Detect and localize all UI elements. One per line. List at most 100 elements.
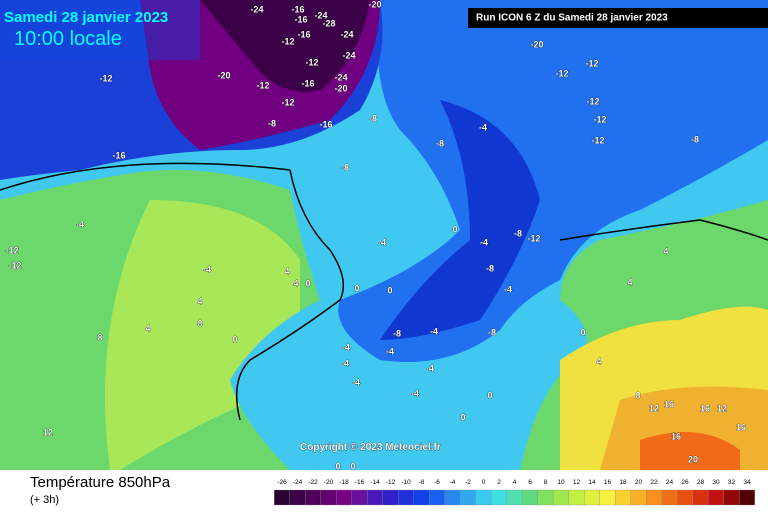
contour-label: -8 [486, 263, 494, 273]
contour-label: -12 [305, 57, 318, 67]
contour-label: 8 [97, 332, 102, 342]
colorbar-swatch [692, 489, 709, 506]
contour-label: 8 [635, 390, 640, 400]
contour-label: -16 [297, 29, 310, 39]
colorbar-label: 6 [528, 479, 532, 486]
contour-label: -16 [291, 4, 304, 14]
contour-label: -12 [281, 97, 294, 107]
contour-label: -8 [369, 113, 377, 123]
contour-label: -12 [527, 233, 540, 243]
colorbar-swatch [553, 489, 569, 506]
colorbar-swatch [646, 489, 662, 506]
contour-label: -20 [530, 39, 543, 49]
colorbar-label: 26 [681, 479, 689, 486]
contour-label: 0 [387, 285, 392, 295]
colorbar-swatch [305, 489, 321, 506]
colorbar-swatch [537, 489, 554, 506]
colorbar-label: 2 [497, 479, 501, 486]
colorbar-label: 18 [619, 479, 627, 486]
contour-label: 0 [350, 461, 355, 471]
colorbar-swatch [429, 489, 445, 506]
map-background [0, 0, 768, 470]
colorbar-swatch [708, 489, 724, 506]
colorbar-swatch [367, 489, 383, 506]
contour-label: -8 [393, 328, 401, 338]
colorbar-swatch [661, 489, 678, 506]
contour-label: -12 [5, 245, 18, 255]
contour-label: -12 [256, 80, 269, 90]
date-label: Samedi 28 janvier 2023 [4, 9, 168, 26]
legend-step: (+ 3h) [30, 494, 59, 506]
contour-label: -24 [314, 10, 327, 20]
colorbar-label: -12 [386, 479, 396, 486]
contour-label: -16 [294, 14, 307, 24]
contour-label: -12 [99, 73, 112, 83]
contour-label: -24 [340, 29, 353, 39]
coastlines [0, 162, 768, 421]
colorbar-swatch [351, 489, 368, 506]
contour-label: -4 [430, 326, 438, 336]
contour-label: -16 [301, 78, 314, 88]
contour-label: -4 [342, 342, 350, 352]
contour-label: -12 [586, 96, 599, 106]
colorbar-label: 14 [588, 479, 596, 486]
colorbar-swatch [336, 489, 352, 506]
colorbar-label: -10 [401, 479, 411, 486]
run-banner [468, 8, 768, 28]
contour-label: -24 [342, 50, 355, 60]
contour-label: -20 [334, 83, 347, 93]
contour-label: -12 [585, 58, 598, 68]
contour-label: 0 [487, 390, 492, 400]
legend-title: Température 850hPa [30, 474, 171, 491]
colorbar-swatch [274, 489, 290, 506]
colorbar-label: 16 [604, 479, 612, 486]
contour-label: -20 [217, 70, 230, 80]
colorbar-swatch [506, 489, 523, 506]
colorbar-swatch [320, 489, 337, 506]
colorbar-swatch [460, 489, 476, 506]
colorbar-label: 8 [544, 479, 548, 486]
contour-line [0, 162, 291, 191]
contour-label: -4 [352, 377, 360, 387]
contour-label: 16 [671, 431, 681, 441]
contour-label: 16 [700, 403, 710, 413]
contour-label: 4 [197, 296, 202, 306]
contour-label: -4 [426, 363, 434, 373]
colorbar-label: 20 [635, 479, 643, 486]
dark-blue-area [380, 100, 540, 340]
contour-label: -16 [319, 119, 332, 129]
contour-label: -12 [8, 260, 21, 270]
run-label: Run ICON 6 Z du Samedi 28 janvier 2023 [476, 13, 668, 24]
colorbar-label: 28 [697, 479, 705, 486]
copyright: Copyright © 2023 Meteociel.fr [300, 442, 441, 453]
colorbar-label: -4 [450, 479, 456, 486]
colorbar-label: -14 [370, 479, 380, 486]
colorbar-label: -18 [339, 479, 349, 486]
contour-labels: -24 -16-24-20-16 -28-12-16 -24-24-12-16-24-… [5, 0, 746, 472]
contour-label: -12 [591, 135, 604, 145]
colorbar-label: 0 [482, 479, 486, 486]
colorbar-label: -26 [277, 479, 287, 486]
colorbar-swatch [739, 489, 755, 506]
colorbar-label: 22 [650, 479, 658, 486]
light-green-area [105, 200, 300, 470]
contour-label: 20 [688, 454, 698, 464]
contour-label: 4 [663, 246, 668, 256]
colorbar-swatch [289, 489, 306, 506]
contour-label: -8 [341, 162, 349, 172]
contour-label: -8 [436, 138, 444, 148]
colorbar-swatch [723, 489, 740, 506]
contour-label: -20 [368, 0, 381, 9]
contour-label: 16 [736, 422, 746, 432]
colorbar-swatch [677, 489, 693, 506]
contour-label: 0 [580, 327, 585, 337]
contour-label: -8 [488, 327, 496, 337]
contour-label: -8 [514, 228, 522, 238]
colorbar-label: -16 [355, 479, 365, 486]
colorbar-label: -8 [419, 479, 425, 486]
colorbar-label: 30 [712, 479, 720, 486]
colorbar-label: 24 [666, 479, 674, 486]
contour-label: -4 [504, 284, 512, 294]
contour-label: -8 [691, 134, 699, 144]
colorbar-label: -24 [293, 479, 303, 486]
